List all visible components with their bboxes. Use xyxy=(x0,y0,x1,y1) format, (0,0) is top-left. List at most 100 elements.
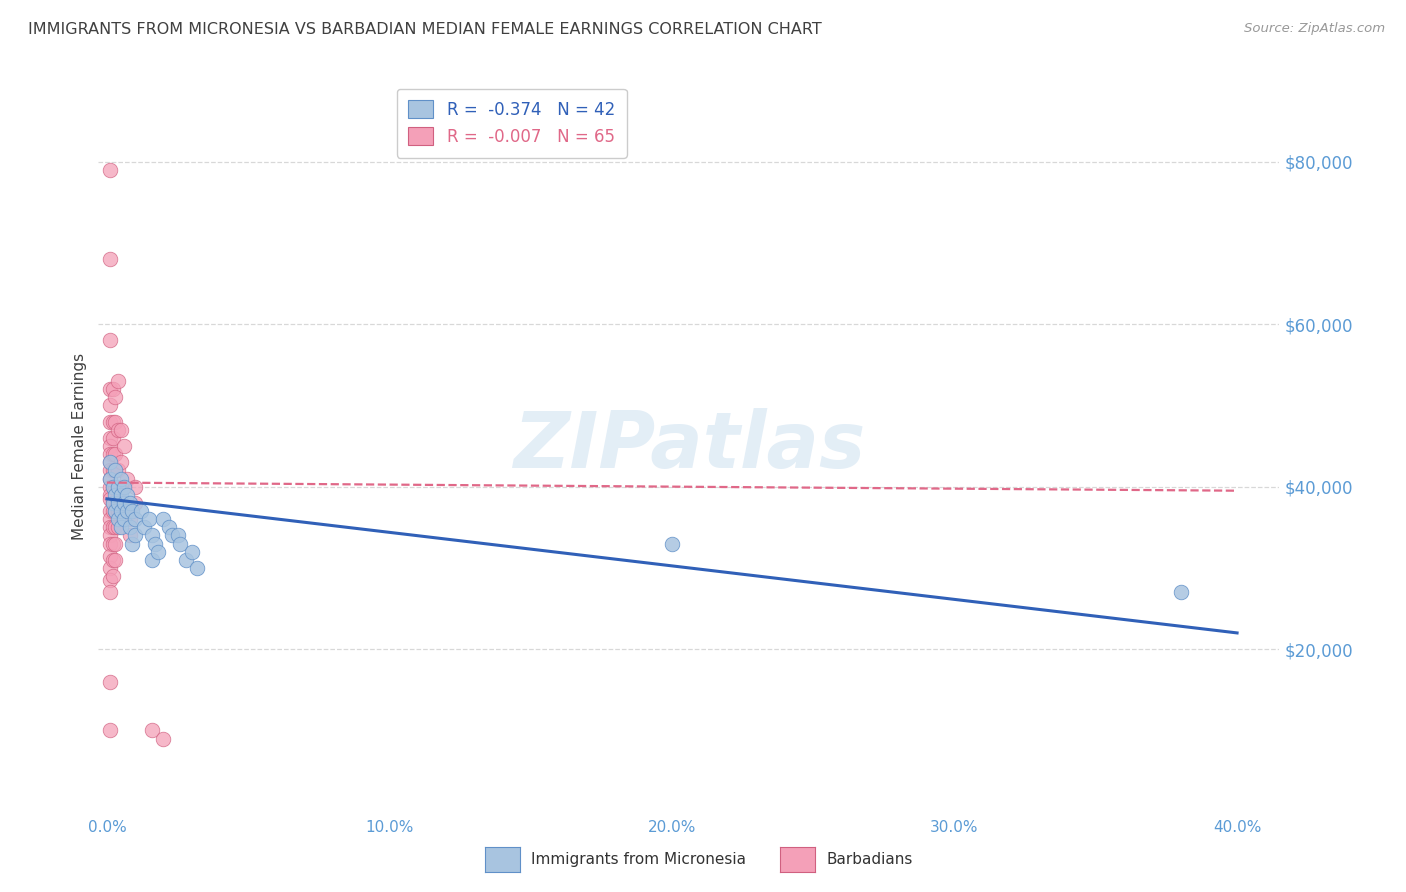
Point xyxy=(112,480,135,494)
Y-axis label: Median Female Earnings: Median Female Earnings xyxy=(72,352,87,540)
Point xyxy=(112,480,135,494)
Point xyxy=(101,553,124,567)
Point xyxy=(98,463,121,477)
Point xyxy=(101,480,124,494)
Point xyxy=(98,455,121,469)
Point xyxy=(118,496,141,510)
Point xyxy=(98,549,121,563)
Point xyxy=(180,544,202,558)
Point xyxy=(112,496,135,510)
Point xyxy=(98,382,121,396)
Point xyxy=(98,520,121,534)
Point xyxy=(98,528,121,542)
Point xyxy=(98,723,121,738)
Point xyxy=(118,512,141,526)
Point xyxy=(129,504,152,518)
Point xyxy=(124,512,146,526)
Point xyxy=(141,723,163,738)
Point xyxy=(98,162,121,177)
Point xyxy=(101,463,124,477)
Point xyxy=(98,447,121,461)
Point xyxy=(104,447,127,461)
Point xyxy=(104,520,127,534)
Point xyxy=(98,431,121,445)
Text: Source: ZipAtlas.com: Source: ZipAtlas.com xyxy=(1244,22,1385,36)
Point xyxy=(121,536,143,550)
Point xyxy=(160,528,183,542)
Point xyxy=(166,528,188,542)
Point xyxy=(104,415,127,429)
Text: ZIPatlas: ZIPatlas xyxy=(513,408,865,484)
Point xyxy=(104,488,127,502)
Point xyxy=(146,544,169,558)
Point xyxy=(118,520,141,534)
Point xyxy=(101,415,124,429)
Text: Barbadians: Barbadians xyxy=(827,853,912,867)
Point xyxy=(98,491,121,506)
Point xyxy=(98,536,121,550)
Point xyxy=(98,439,121,453)
Point xyxy=(98,585,121,599)
Point xyxy=(98,334,121,348)
Point xyxy=(98,415,121,429)
Point xyxy=(141,553,163,567)
Point xyxy=(174,553,197,567)
Point xyxy=(104,504,127,518)
Point xyxy=(104,504,127,518)
Point xyxy=(110,423,132,437)
Text: IMMIGRANTS FROM MICRONESIA VS BARBADIAN MEDIAN FEMALE EARNINGS CORRELATION CHART: IMMIGRANTS FROM MICRONESIA VS BARBADIAN … xyxy=(28,22,823,37)
Point xyxy=(107,480,129,494)
Point xyxy=(107,374,129,388)
Point xyxy=(98,398,121,412)
Point xyxy=(98,573,121,587)
Point xyxy=(98,488,121,502)
Point xyxy=(98,252,121,266)
Point xyxy=(115,471,138,485)
Point xyxy=(98,455,121,469)
Point xyxy=(110,455,132,469)
Point xyxy=(98,504,121,518)
Point xyxy=(107,463,129,477)
Point xyxy=(138,512,160,526)
Point xyxy=(98,480,121,494)
Point xyxy=(101,496,124,510)
Point xyxy=(104,390,127,404)
Legend: R =  -0.374   N = 42, R =  -0.007   N = 65: R = -0.374 N = 42, R = -0.007 N = 65 xyxy=(396,88,627,158)
Point xyxy=(98,512,121,526)
Point xyxy=(112,512,135,526)
Point xyxy=(104,463,127,477)
Point xyxy=(152,731,174,746)
Point xyxy=(107,504,129,518)
Point xyxy=(98,471,121,485)
Point xyxy=(115,504,138,518)
Point xyxy=(110,471,132,485)
Point xyxy=(112,439,135,453)
Point xyxy=(110,504,132,518)
Point xyxy=(110,488,132,502)
Point xyxy=(132,520,155,534)
Point xyxy=(98,471,121,485)
Point xyxy=(101,536,124,550)
Point xyxy=(101,569,124,583)
Point xyxy=(101,496,124,510)
Point xyxy=(1170,585,1192,599)
Point xyxy=(124,528,146,542)
Point xyxy=(107,488,129,502)
Point xyxy=(101,431,124,445)
Point xyxy=(101,520,124,534)
Point xyxy=(104,536,127,550)
Point xyxy=(186,561,208,575)
Point xyxy=(118,528,141,542)
Point xyxy=(98,561,121,575)
Point xyxy=(101,504,124,518)
Point xyxy=(110,520,132,534)
Point xyxy=(115,504,138,518)
Point xyxy=(152,512,174,526)
Point xyxy=(107,520,129,534)
Point xyxy=(121,504,143,518)
Point xyxy=(101,382,124,396)
Point xyxy=(98,674,121,689)
Point xyxy=(101,480,124,494)
Point xyxy=(157,520,180,534)
Point xyxy=(141,528,163,542)
